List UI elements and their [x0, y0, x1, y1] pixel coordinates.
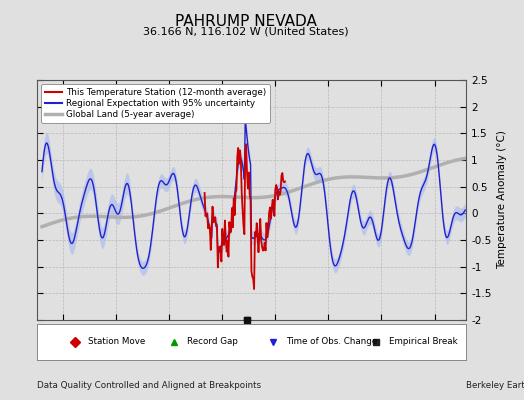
Text: PAHRUMP NEVADA: PAHRUMP NEVADA	[176, 14, 317, 29]
Y-axis label: Temperature Anomaly (°C): Temperature Anomaly (°C)	[497, 130, 507, 270]
Text: Record Gap: Record Gap	[187, 338, 238, 346]
Text: Time of Obs. Change: Time of Obs. Change	[286, 338, 377, 346]
Text: Berkeley Earth: Berkeley Earth	[466, 381, 524, 390]
Text: 36.166 N, 116.102 W (United States): 36.166 N, 116.102 W (United States)	[144, 26, 349, 36]
Text: Data Quality Controlled and Aligned at Breakpoints: Data Quality Controlled and Aligned at B…	[37, 381, 261, 390]
Text: Station Move: Station Move	[88, 338, 146, 346]
Text: Empirical Break: Empirical Break	[389, 338, 457, 346]
Legend: This Temperature Station (12-month average), Regional Expectation with 95% uncer: This Temperature Station (12-month avera…	[41, 84, 270, 123]
